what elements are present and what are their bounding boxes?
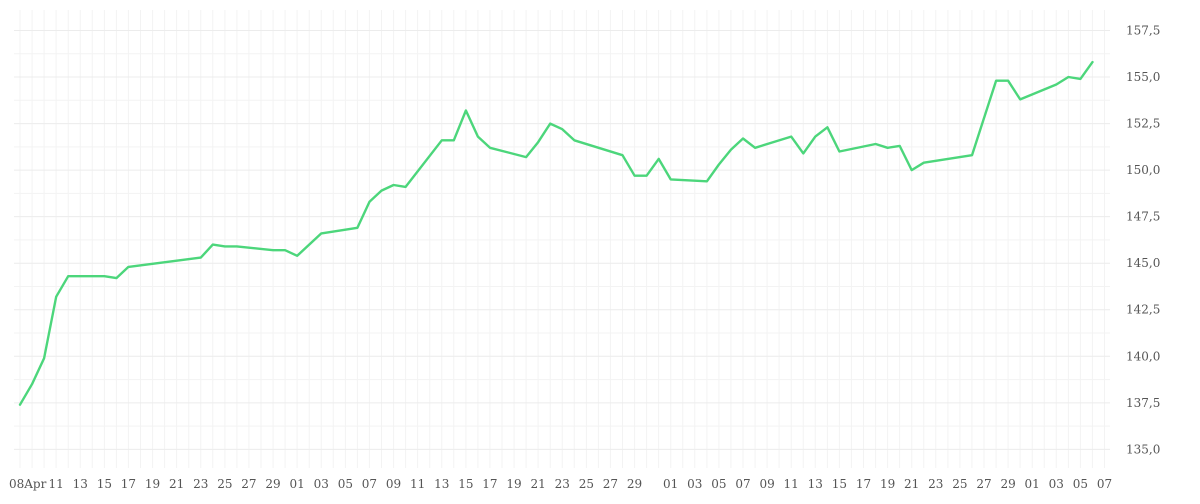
x-tick-label: 03 [314,477,329,491]
x-tick-label: 13 [808,477,823,491]
x-tick-label: 29 [265,477,280,491]
x-tick-label: 19 [506,477,521,491]
x-tick-label: 11 [410,477,425,491]
x-tick-label: 17 [121,477,136,491]
x-tick-label: 07 [1097,477,1112,491]
x-tick-label: 21 [904,477,919,491]
y-tick-label: 155,0 [1126,70,1160,84]
x-tick-label: 29 [1000,477,1015,491]
x-tick-label: 15 [832,477,847,491]
series-line [18,60,1094,406]
x-tick-label: 05 [711,477,726,491]
x-tick-label: 03 [1049,477,1064,491]
y-tick-label: 147,5 [1126,210,1160,224]
y-tick-label: 135,0 [1126,442,1160,456]
x-tick-label: 05 [1073,477,1088,491]
y-axis: 135,0 137,5 140,0 142,5 145,0 147,5 150,0 152,5… [1126,23,1160,456]
x-tick-label: 11 [784,477,799,491]
y-tick-label: 142,5 [1126,303,1160,317]
grid [14,10,1110,468]
x-tick-label: 09 [386,477,401,491]
y-tick-label: 145,0 [1126,256,1160,270]
x-tick-label: 17 [482,477,497,491]
x-tick-label: 25 [579,477,594,491]
x-tick-label: 19 [880,477,895,491]
x-tick-label: 03 [687,477,702,491]
x-tick-label: 21 [531,477,546,491]
x-tick-label: 19 [145,477,160,491]
x-tick-label: 11 [49,477,64,491]
y-tick-label: 140,0 [1126,349,1160,363]
x-tick-label: 07 [735,477,750,491]
x-tick-label: 27 [241,477,256,491]
x-tick-label: 27 [976,477,991,491]
x-tick-label: 17 [856,477,871,491]
x-tick-label: 01 [290,477,305,491]
x-tick-label: 09 [759,477,774,491]
x-tick-label: 15 [458,477,473,491]
y-tick-label: 137,5 [1126,396,1160,410]
x-tick-label: 25 [217,477,232,491]
x-tick-label: 23 [928,477,943,491]
x-tick-label: 23 [193,477,208,491]
series-group [18,60,1094,406]
x-tick-label: 13 [73,477,88,491]
x-tick-label: 13 [434,477,449,491]
y-tick-label: 152,5 [1126,117,1160,131]
x-tick-label: 01 [663,477,678,491]
x-tick-label: 29 [627,477,642,491]
x-tick-label: 01 [1025,477,1040,491]
x-axis: 08Apr 11 13 15 17 19 21 23 25 27 29 01 03 05 07 09 11 13 1… [9,477,1112,491]
y-tick-label: 150,0 [1126,163,1160,177]
x-tick-label: 25 [952,477,967,491]
y-tick-label: 157,5 [1126,23,1160,37]
x-tick-label: 05 [338,477,353,491]
x-tick-label: 23 [555,477,570,491]
x-tick-label: 08Apr [9,477,47,491]
x-tick-label: 07 [362,477,377,491]
x-tick-label: 27 [603,477,618,491]
x-tick-label: 21 [169,477,184,491]
x-tick-label: 15 [97,477,112,491]
